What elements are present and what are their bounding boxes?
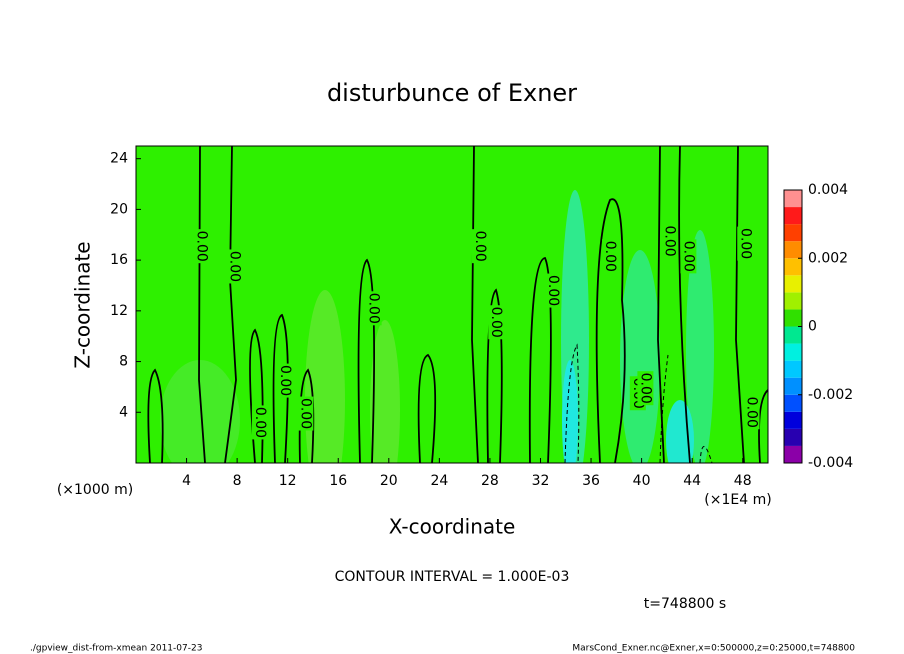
colorbar-box [784, 190, 802, 208]
contour-label-bg [277, 363, 294, 398]
contour-label-bg [251, 405, 268, 440]
y-tick-label: 8 [119, 354, 128, 370]
colorbar-box [784, 309, 802, 327]
contour-label: 0.00 [661, 226, 677, 257]
plot-frame [135, 145, 769, 464]
colorbar-box [784, 224, 802, 242]
contour-label-bg [226, 249, 243, 284]
contour-label-bg [297, 396, 314, 431]
contour-label-bg [602, 239, 618, 274]
field-patch [562, 360, 578, 463]
contour-label-bg [737, 226, 754, 261]
y-unit-label: (×1000 m) [57, 482, 133, 498]
contour-label-bg [488, 305, 505, 340]
y-tick-label: 4 [119, 404, 128, 420]
x-tick-label: 48 [734, 473, 752, 489]
contour-label: 0.00 [252, 407, 268, 438]
x-tick-label: 24 [430, 473, 448, 489]
contour-label: 0.00 [194, 231, 210, 262]
field-patch [370, 320, 400, 463]
x-tick-label: 20 [380, 473, 398, 489]
colorbar-box [784, 377, 802, 395]
x-tick-label: 12 [279, 473, 297, 489]
contour-label-bg [661, 224, 678, 259]
colorbar-tick-label: 0.002 [808, 250, 848, 266]
contour-label-bg [680, 239, 697, 274]
colorbar-box [784, 241, 802, 259]
colorbar-box [784, 292, 802, 310]
colorbar-box [784, 360, 802, 378]
contour-label: 0.00 [472, 231, 488, 262]
colorbar-tick-label: 0 [808, 319, 817, 335]
contour-interval: CONTOUR INTERVAL = 1.000E-03 [335, 569, 570, 585]
y-tick-label: 24 [110, 151, 128, 167]
contour-label: 0.00 [366, 293, 382, 324]
colorbar-box [784, 343, 802, 361]
x-tick-label: 32 [532, 473, 550, 489]
contour-label-bg [743, 395, 760, 430]
contour-label: 0.00 [277, 365, 293, 396]
x-tick-label: 36 [582, 473, 600, 489]
x-tick-label: 16 [329, 473, 347, 489]
contour-label: 0.00 [227, 251, 243, 282]
contour-label: 0.00 [744, 397, 760, 428]
footer-right: MarsCond_Exner.nc@Exner,x=0:500000,z=0:2… [572, 644, 855, 654]
x-tick-label: 8 [233, 473, 242, 489]
x-tick-label: 4 [182, 473, 191, 489]
time-label: t=748800 s [644, 596, 726, 612]
contour-label-bg [545, 273, 562, 308]
y-tick-label: 12 [110, 303, 128, 319]
x-tick-label: 40 [633, 473, 651, 489]
contour-label: 0.00 [680, 241, 696, 272]
contour-label-bg [193, 229, 210, 264]
contour-label: 0.00 [488, 307, 504, 338]
contour-label: 0.00 [297, 398, 313, 429]
chart-title: disturbunce of Exner [327, 79, 577, 107]
colorbar-box [784, 258, 802, 276]
y-tick-label: 20 [110, 201, 128, 217]
contour-label: 0.00 [545, 275, 561, 306]
contour-label-bg [637, 371, 654, 406]
colorbar-box [784, 326, 802, 344]
field-patch [305, 290, 345, 463]
contour-label-bg [365, 291, 382, 326]
field-patch [160, 360, 240, 463]
colorbar-box [784, 445, 802, 463]
contour-label: 0.00 [737, 228, 753, 259]
colorbar-tick-label: -0.002 [808, 387, 853, 403]
colorbar-tick-label: -0.004 [808, 455, 853, 471]
x-unit-label: (×1E4 m) [704, 492, 771, 508]
contour-label: 0.00 [602, 241, 618, 272]
negative-contours [564, 343, 713, 463]
field-patch [666, 400, 694, 463]
y-tick-label: 16 [110, 252, 128, 268]
field-patch [620, 250, 660, 463]
contour-lines [147, 146, 768, 463]
contour-label-layer: 0.000.000.000.000.000.000.000.000.000.00… [193, 224, 760, 440]
contour-label: 0.00 [637, 373, 653, 404]
colorbar-box [784, 411, 802, 429]
colorbar-box [784, 207, 802, 225]
field-patch [686, 230, 714, 463]
x-tick-label: 28 [481, 473, 499, 489]
colorbar-box [784, 428, 802, 446]
colorbar-box [784, 394, 802, 412]
x-tick-label: 44 [683, 473, 701, 489]
colorbar-box [784, 275, 802, 293]
y-axis-label: Z-coordinate [71, 241, 95, 368]
x-axis-label: X-coordinate [389, 515, 516, 539]
contour-label-bg [471, 229, 488, 264]
colorbar-tick-label: 0.004 [808, 182, 848, 198]
footer-left: ./gpview_dist-from-xmean 2011-07-23 [30, 644, 202, 654]
